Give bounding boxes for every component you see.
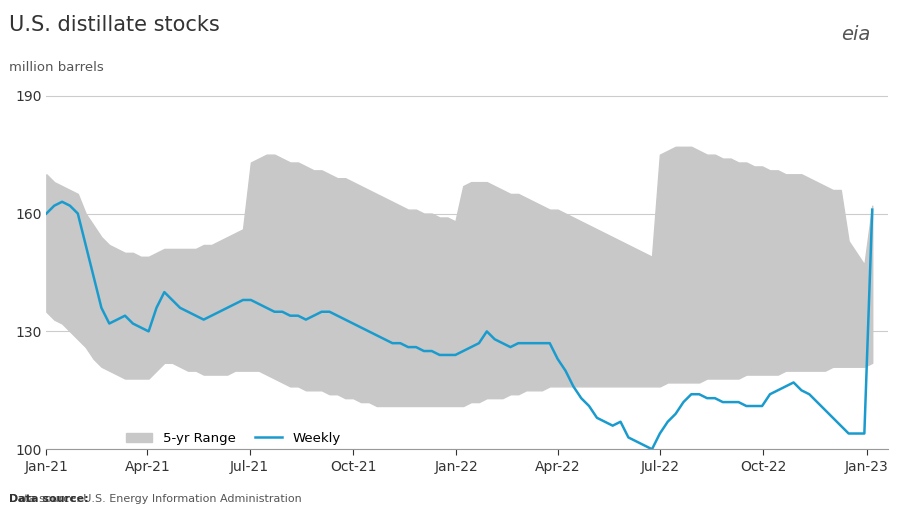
Legend: 5-yr Range, Weekly: 5-yr Range, Weekly [121,427,346,450]
Text: million barrels: million barrels [9,61,103,74]
Text: Data source: U.S. Energy Information Administration: Data source: U.S. Energy Information Adm… [9,494,302,504]
Text: eia: eia [842,25,871,44]
Text: U.S. distillate stocks: U.S. distillate stocks [9,15,219,35]
Text: Data source:: Data source: [9,494,89,504]
